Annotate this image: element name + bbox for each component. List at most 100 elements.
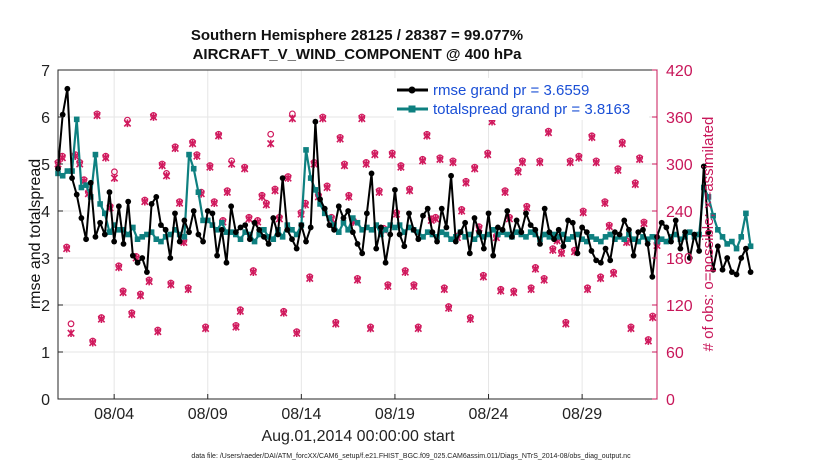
totalspread-point	[705, 194, 712, 200]
totalspread-point	[326, 215, 333, 221]
totalspread-point	[162, 234, 169, 240]
rmse-point	[153, 194, 160, 200]
obs-assimilated-point	[67, 329, 75, 338]
obs-assimilated-point	[544, 128, 553, 137]
obs-assimilated-point	[596, 274, 605, 283]
totalspread-point	[172, 227, 178, 233]
obs-assimilated-point	[614, 166, 622, 175]
obs-assimilated-point	[305, 274, 314, 283]
y-axis-label-right: # of obs: o=possible; ×=assimilated	[700, 117, 717, 352]
totalspread-point	[307, 175, 314, 181]
rmse-point	[265, 241, 272, 247]
rmse-point	[111, 238, 118, 245]
rmse-point	[513, 217, 520, 224]
rmse-point	[635, 229, 642, 236]
totalspread-point	[153, 236, 160, 242]
rmse-point	[368, 170, 375, 177]
left-tick-label: 7	[41, 63, 50, 80]
rmse-point	[710, 266, 717, 273]
obs-assimilated-point	[366, 324, 375, 333]
rmse-point	[663, 224, 670, 231]
obs-assimilated-point	[319, 114, 327, 123]
totalspread-point	[579, 236, 585, 242]
totalspread-point	[420, 234, 426, 240]
totalspread-point	[700, 184, 707, 191]
rmse-point	[354, 241, 361, 247]
x-tick-label: 08/14	[281, 406, 321, 423]
obs-assimilated-point	[128, 310, 136, 319]
left-tick-label: 0	[41, 392, 50, 409]
totalspread-point	[621, 236, 628, 242]
totalspread-point	[598, 238, 604, 245]
left-tick-label: 1	[41, 345, 50, 362]
rmse-point	[724, 255, 731, 261]
rmse-point	[537, 241, 543, 247]
rmse-point	[335, 203, 342, 210]
rmse-point	[64, 85, 71, 92]
totalspread-point	[261, 227, 267, 233]
rmse-point	[242, 222, 249, 229]
rmse-point	[579, 224, 586, 231]
totalspread-point	[303, 147, 309, 153]
obs-assimilated-point	[288, 114, 297, 123]
obs-assimilated-point	[444, 304, 453, 312]
rmse-point	[312, 118, 319, 125]
rmse-point	[434, 238, 440, 245]
rmse-point	[672, 217, 679, 224]
rmse-point	[349, 229, 356, 236]
obs-assimilated-point	[588, 133, 596, 142]
totalspread-point	[354, 219, 361, 226]
totalspread-point	[490, 227, 497, 233]
rmse-point	[298, 222, 305, 229]
rmse-point	[270, 215, 277, 221]
totalspread-point	[593, 236, 599, 242]
obs-assimilated-point	[562, 319, 570, 328]
rmse-point	[569, 219, 576, 226]
totalspread-point	[471, 236, 478, 242]
rmse-point	[640, 226, 646, 233]
totalspread-point	[406, 224, 412, 231]
totalspread-point	[588, 234, 595, 240]
totalspread-point	[134, 236, 141, 242]
right-tick-label: 240	[666, 204, 693, 221]
rmse-point	[471, 215, 478, 221]
obs-assimilated-point	[436, 155, 444, 164]
rmse-point	[705, 229, 712, 236]
obs-assimilated-point	[340, 161, 349, 170]
totalspread-point	[345, 227, 351, 233]
obs-assimilated-point	[618, 139, 627, 148]
rmse-point	[167, 255, 174, 261]
obs-assimilated-point	[579, 208, 587, 217]
obs-assimilated-point	[188, 139, 197, 148]
obs-assimilated-point	[514, 167, 522, 176]
rmse-point	[462, 219, 469, 226]
rmse-point	[509, 233, 515, 240]
totalspread-point	[546, 234, 553, 240]
obs-assimilated-point	[410, 282, 418, 291]
left-tick-label: 5	[41, 157, 50, 174]
rmse-point	[396, 231, 403, 238]
totalspread-point	[270, 236, 277, 242]
totalspread-point	[340, 219, 347, 226]
rmse-point	[415, 236, 422, 243]
rmse-point	[97, 219, 104, 226]
obs-assimilated-point	[262, 200, 271, 209]
rmse-point	[218, 226, 225, 233]
totalspread-point	[111, 222, 117, 228]
rmse-point	[87, 179, 94, 186]
obs-assimilated-point	[479, 272, 488, 281]
rmse-point	[293, 245, 300, 252]
rmse-point	[583, 229, 590, 236]
obs-assimilated-point	[271, 186, 279, 195]
x-axis-label: Aug.01,2014 00:00:00 start	[261, 428, 455, 445]
legend: rmse grand pr = 3.6559 totalspread grand…	[394, 78, 649, 120]
rmse-point	[616, 231, 623, 238]
rmse-point	[340, 215, 347, 221]
right-tick-label: 360	[666, 110, 693, 127]
rmse-point	[59, 111, 66, 118]
obs-assimilated-point	[627, 324, 635, 333]
rmse-point	[214, 252, 221, 259]
obs-assimilated-point	[266, 139, 275, 148]
obs-assimilated-point	[214, 131, 223, 140]
legend-spread-marker	[408, 105, 416, 113]
